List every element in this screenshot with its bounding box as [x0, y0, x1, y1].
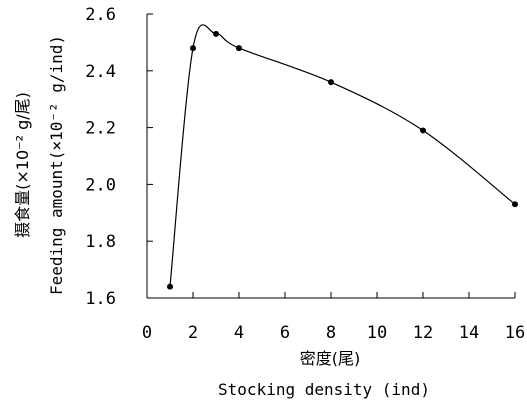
data-point — [167, 283, 173, 290]
x-tick-label: 16 — [505, 323, 525, 343]
y-tick-label: 2.4 — [85, 62, 116, 82]
x-tick-label: 2 — [188, 323, 198, 343]
data-point — [420, 127, 426, 134]
data-point — [213, 30, 219, 37]
x-tick-label: 14 — [459, 323, 479, 343]
y-axis-title: Feeding amount(×10⁻² g/ind) — [47, 35, 66, 295]
x-tick-label: 6 — [280, 323, 290, 343]
data-point — [190, 45, 196, 52]
y-tick-label: 2.0 — [85, 175, 116, 195]
x-tick-label: 0 — [142, 323, 152, 343]
x-tick-label: 12 — [413, 323, 433, 343]
data-point — [512, 201, 518, 208]
y-axis-title-chinese: 摄食量(×10⁻² g/尾) — [13, 92, 32, 238]
x-axis-title: Stocking density (ind) — [218, 380, 430, 399]
y-tick-label: 2.6 — [85, 5, 116, 25]
data-point — [328, 79, 334, 86]
x-tick-label: 4 — [234, 323, 244, 343]
series — [167, 24, 518, 290]
axes — [146, 14, 515, 299]
y-tick-label: 1.6 — [85, 289, 116, 309]
x-tick-label: 8 — [326, 323, 336, 343]
y-tick-label: 1.8 — [85, 232, 116, 252]
x-tick-label: 10 — [367, 323, 387, 343]
x-axis-title-chinese: 密度(尾) — [300, 349, 361, 368]
series-line — [169, 24, 516, 287]
data-point — [236, 45, 242, 52]
ticks: 0 2 4 6 8 10 12 14 16 1.6 1.8 2.0 2.2 2.4 2.6 — [85, 5, 525, 343]
y-tick-label: 2.2 — [85, 119, 116, 139]
